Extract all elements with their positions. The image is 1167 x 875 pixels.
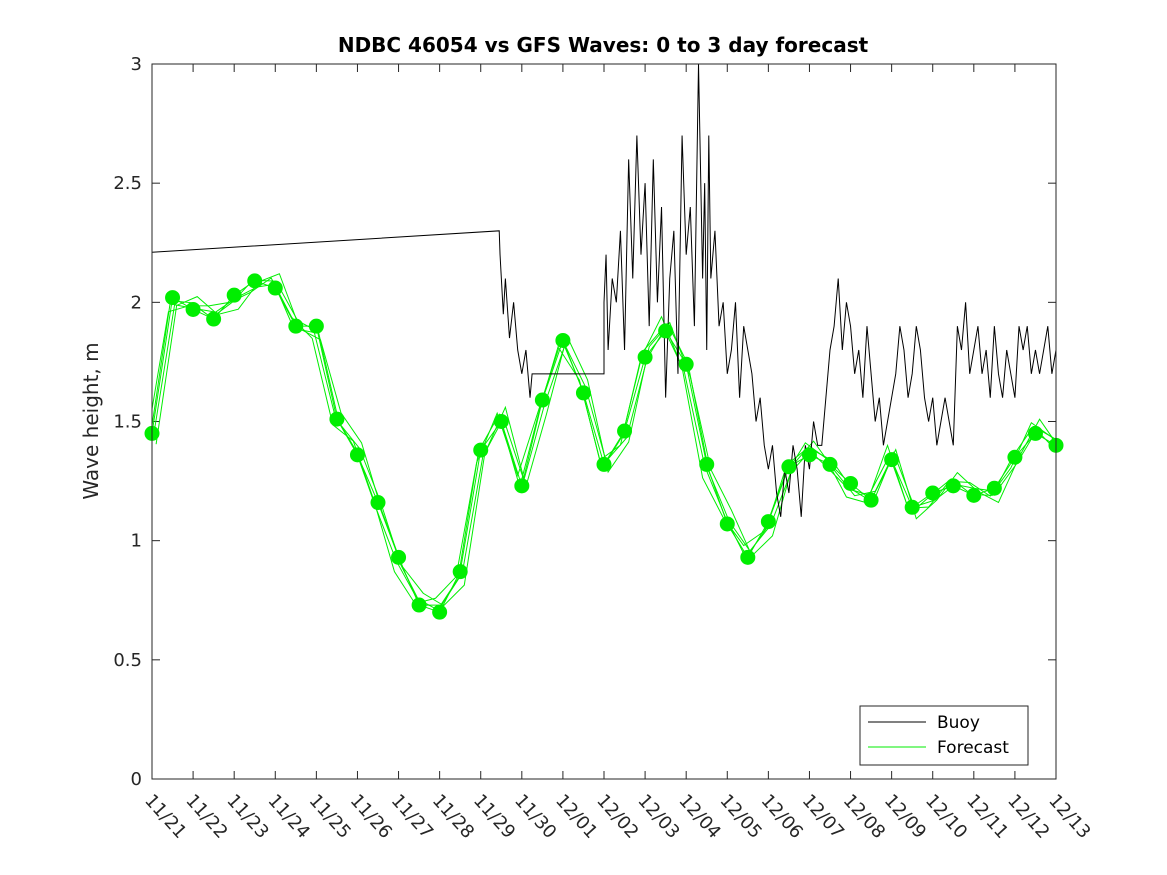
forecast-ensemble-line	[153, 283, 1056, 606]
y-tick-label: 3	[131, 54, 142, 75]
forecast-point	[966, 487, 982, 503]
forecast-ensemble-line	[152, 280, 1056, 613]
forecast-point	[945, 478, 961, 494]
forecast-point	[514, 478, 530, 494]
y-tick-label: 2	[131, 292, 142, 313]
forecast-point	[493, 414, 509, 429]
legend-buoy-label: Buoy	[937, 713, 980, 733]
forecast-point	[185, 301, 201, 317]
forecast-point	[801, 447, 817, 463]
forecast-point	[884, 452, 900, 468]
forecast-point	[452, 564, 468, 580]
forecast-point	[534, 392, 550, 408]
y-tick-label: 0.5	[113, 650, 142, 671]
forecast-point	[986, 480, 1002, 496]
forecast-point	[288, 318, 304, 334]
forecast-point	[308, 318, 324, 334]
forecast-point	[1027, 425, 1043, 441]
forecast-point	[411, 597, 427, 613]
legend-box	[859, 705, 1029, 766]
forecast-point	[658, 323, 674, 339]
forecast-point	[863, 492, 879, 508]
forecast-point	[596, 456, 612, 472]
forecast-point	[843, 475, 859, 491]
forecast-point	[719, 516, 735, 532]
forecast-point	[822, 456, 838, 472]
forecast-point	[760, 514, 776, 530]
forecast-point	[904, 499, 920, 515]
forecast-point	[267, 280, 283, 296]
y-tick-label: 0	[131, 769, 142, 790]
plot-frame	[151, 63, 1057, 780]
forecast-point	[391, 549, 407, 565]
forecast-point	[925, 485, 941, 501]
forecast-point	[473, 442, 489, 458]
forecast-point	[781, 459, 797, 475]
forecast-point	[329, 411, 345, 427]
forecast-point	[699, 456, 715, 472]
y-axis-label: Wave height, m	[79, 342, 103, 499]
chart-title: NDBC 46054 vs GFS Waves: 0 to 3 day fore…	[338, 33, 869, 57]
y-tick-label: 1	[131, 531, 142, 552]
forecast-ensemble-line	[155, 273, 1056, 607]
forecast-point	[165, 290, 181, 306]
forecast-point	[575, 385, 591, 401]
forecast-point	[432, 604, 448, 620]
forecast-point	[1007, 449, 1023, 465]
forecast-point	[740, 549, 756, 565]
y-tick-label: 2.5	[113, 173, 142, 194]
y-tick-label: 1.5	[113, 412, 142, 433]
forecast-point	[555, 332, 571, 348]
forecast-point	[247, 273, 263, 289]
forecast-point	[637, 349, 653, 365]
forecast-point	[349, 447, 365, 463]
forecast-point	[617, 423, 633, 439]
forecast-point	[678, 356, 694, 372]
legend: Buoy Forecast	[859, 705, 1029, 766]
forecast-point	[206, 311, 222, 327]
forecast-point	[370, 495, 386, 511]
legend-forecast-label: Forecast	[937, 738, 1009, 758]
forecast-point	[226, 287, 242, 303]
buoy-line	[152, 64, 1056, 517]
